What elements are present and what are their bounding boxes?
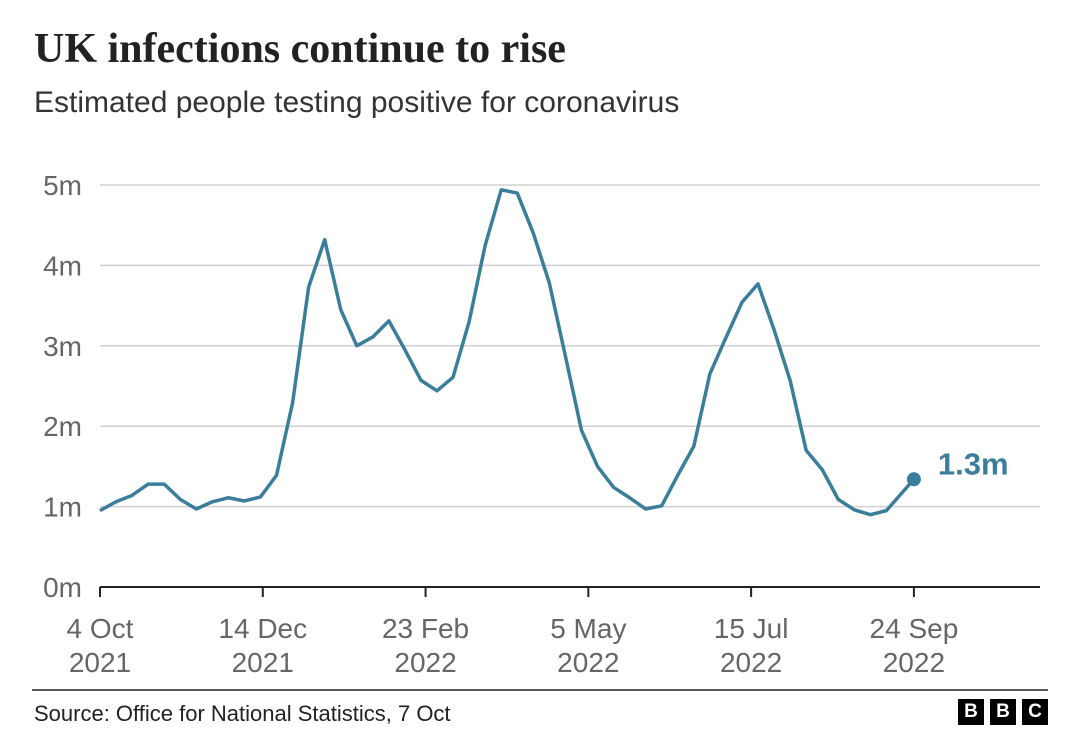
y-tick-label: 1m xyxy=(43,492,82,523)
logo-letter: C xyxy=(1022,699,1048,725)
y-tick-label: 3m xyxy=(43,331,82,362)
x-tick-label: 4 Oct 2021 xyxy=(66,613,134,678)
value-label: 1.3m xyxy=(938,446,1009,481)
chart-title: UK infections continue to rise xyxy=(34,26,566,72)
chart-subtitle: Estimated people testing positive for co… xyxy=(34,86,679,119)
y-tick-label: 5m xyxy=(43,170,82,201)
x-tick-label: 24 Sep 2022 xyxy=(869,613,959,678)
x-tick-label: 14 Dec 2021 xyxy=(218,613,308,678)
x-tick-label: 23 Feb 2022 xyxy=(381,613,470,678)
y-tick-label: 4m xyxy=(43,250,82,281)
y-tick-label: 0m xyxy=(43,572,82,603)
logo-letter: B xyxy=(958,699,984,725)
end-point xyxy=(906,472,921,487)
series-line xyxy=(99,188,916,517)
y-tick-label: 2m xyxy=(43,411,82,442)
x-tick-label: 5 May 2022 xyxy=(550,613,627,678)
logo-letter: B xyxy=(990,699,1016,725)
source: Source: Office for National Statistics, … xyxy=(34,701,451,726)
x-tick-label: 15 Jul 2022 xyxy=(713,613,789,678)
